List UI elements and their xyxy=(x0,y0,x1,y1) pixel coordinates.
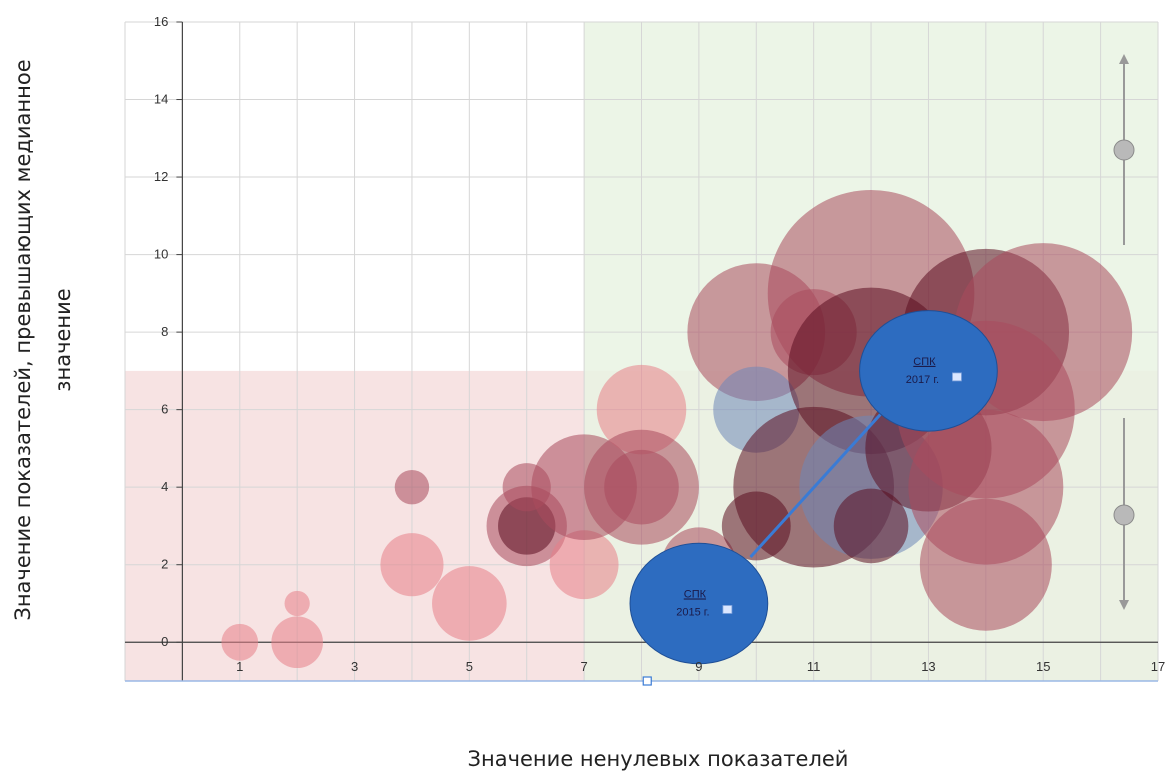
highlight-label-year: 2017 г. xyxy=(906,374,939,386)
bubble xyxy=(432,566,507,641)
x-tick-label: 11 xyxy=(807,659,821,674)
highlight-label-year: 2015 г. xyxy=(676,606,709,618)
y-tick-label: 8 xyxy=(161,324,168,339)
highlight-circle xyxy=(859,310,998,432)
y-tick-label: 14 xyxy=(154,92,168,107)
highlight-bubble: СПК 2017 г. xyxy=(859,310,998,432)
lower-slider-knob xyxy=(1113,504,1135,526)
selection-handle xyxy=(642,676,652,686)
y-tick-label: 16 xyxy=(154,14,168,29)
highlight-bubble: СПК 2015 г. xyxy=(629,542,769,665)
arrow-line xyxy=(749,404,890,558)
highlight-label-name: СПК xyxy=(684,588,707,600)
smart-tag-icon xyxy=(722,605,733,614)
x-tick-label: 9 xyxy=(695,659,702,674)
bubble xyxy=(833,488,909,564)
x-tick-label: 17 xyxy=(1151,659,1165,674)
bubble xyxy=(380,533,444,597)
bubble xyxy=(394,469,430,505)
bubble xyxy=(954,243,1133,422)
x-tick-label: 7 xyxy=(580,659,587,674)
trend-arrow xyxy=(749,404,890,558)
y-tick-label: 0 xyxy=(161,634,168,649)
bubble xyxy=(271,616,323,669)
down-arrow-icon xyxy=(1119,600,1129,610)
bubble xyxy=(604,449,679,525)
x-tick-label: 13 xyxy=(921,659,935,674)
y-axis-title-line-2: значение xyxy=(51,288,75,391)
axes xyxy=(125,21,1158,686)
x-tick-label: 3 xyxy=(351,659,358,674)
y-tick-label: 2 xyxy=(161,557,168,572)
y-tick-label: 6 xyxy=(161,402,168,417)
bubble xyxy=(549,530,619,600)
x-tick-label: 1 xyxy=(236,659,243,674)
bubble xyxy=(221,623,259,661)
bubble xyxy=(284,590,310,617)
x-tick-label: 15 xyxy=(1036,659,1050,674)
highlight-circle xyxy=(629,542,769,665)
bubble xyxy=(919,498,1052,631)
x-axis-title: Значение ненулевых показателей xyxy=(468,747,849,771)
slider-controls xyxy=(1113,54,1135,610)
upper-slider-knob xyxy=(1113,139,1135,161)
smart-tag-icon xyxy=(952,372,962,382)
up-arrow-icon xyxy=(1119,54,1129,64)
y-tick-label: 10 xyxy=(154,247,168,262)
y-tick-label: 12 xyxy=(154,169,168,184)
x-tick-label: 5 xyxy=(466,659,473,674)
highlight-label-name: СПК xyxy=(913,356,936,368)
y-tick-label: 4 xyxy=(161,479,168,494)
highlight-bubbles: СПК 2015 г. СПК 2017 г. xyxy=(629,310,998,665)
bubble xyxy=(596,364,687,455)
y-axis-title-line-1: Значение показателей, превышающих медиан… xyxy=(11,59,35,620)
